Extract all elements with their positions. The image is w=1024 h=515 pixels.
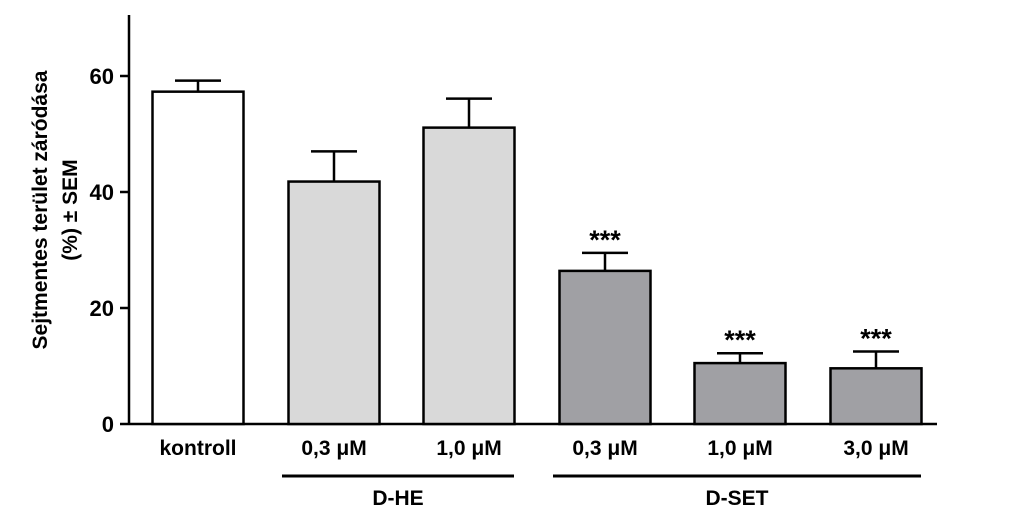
y-ticks: 0 20 40 60 (90, 64, 129, 437)
significance-label: *** (860, 324, 892, 354)
x-tick-label: 0,3 μM (301, 437, 366, 460)
significance-label: *** (589, 225, 621, 255)
bar (287, 180, 381, 426)
y-tick-label: 20 (90, 296, 114, 321)
x-tick-labels: kontroll 0,3 μM 1,0 μM 0,3 μM 1,0 μM 3,0 μM (160, 437, 909, 460)
x-tick-label: 1,0 μM (436, 437, 501, 460)
group-label: D-SET (706, 487, 769, 510)
group-brackets: D-HE D-SET (282, 474, 921, 510)
y-tick-label: 40 (90, 180, 114, 205)
x-tick-label: 0,3 μM (572, 437, 637, 460)
bar (558, 269, 652, 426)
bar (693, 361, 787, 426)
group-label: D-HE (372, 487, 423, 510)
bar (829, 367, 923, 426)
x-tick-label: 3,0 μM (843, 437, 908, 460)
x-tick-label: 1,0 μM (707, 437, 772, 460)
bars: *** *** *** (151, 79, 923, 426)
y-axis-label-line1: Sejtmentes terület záródása (29, 70, 52, 349)
y-axis-label: Sejtmentes terület záródása (%) ± SEM (29, 70, 82, 349)
bar (151, 90, 245, 426)
bar (422, 126, 516, 426)
significance-label: *** (724, 325, 756, 355)
x-tick-label: kontroll (160, 437, 237, 460)
y-tick-label: 0 (102, 412, 114, 437)
y-axis-label-line2: (%) ± SEM (59, 159, 82, 260)
y-tick-label: 60 (90, 64, 114, 89)
